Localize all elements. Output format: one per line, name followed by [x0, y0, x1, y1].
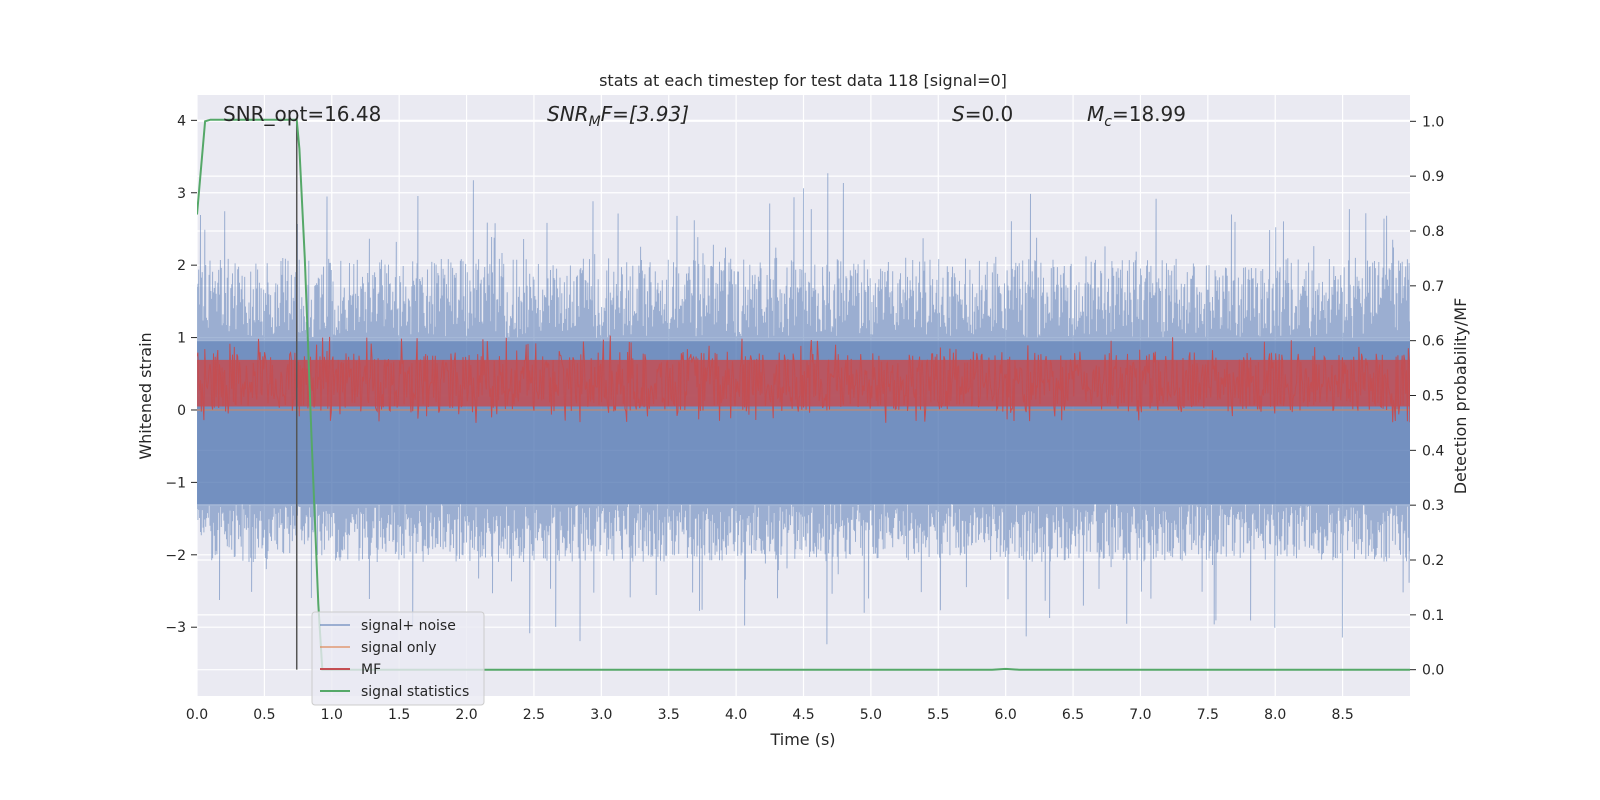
x-tick-label: 6.5 [1062, 707, 1084, 723]
x-tick-label: 3.5 [658, 707, 680, 723]
legend-label-mf: MF [361, 662, 381, 678]
legend-label-signal-only: signal only [361, 640, 436, 656]
series-layer [197, 118, 1410, 671]
y2-tick-label: 0.2 [1422, 553, 1444, 569]
mf-line [197, 335, 1410, 423]
y-tick-label: 2 [177, 258, 186, 274]
x-tick-label: 8.5 [1331, 707, 1353, 723]
annotation-snr-mf-base: SNR [547, 102, 589, 126]
chart-title: stats at each timestep for test data 118… [599, 71, 1007, 90]
x-axis-ticks: 0.0 0.5 1.0 1.5 2.0 2.5 3.0 3.5 4.0 4.5 5.0 5.5 6.0 6… [186, 707, 1354, 723]
x-tick-label: 0.0 [186, 707, 208, 723]
x-tick-label: 1.0 [321, 707, 343, 723]
x-tick-label: 2.5 [523, 707, 545, 723]
y2-tick-label: 0.8 [1422, 224, 1444, 240]
legend: signal+ noise signal only MF signal stat… [311, 611, 485, 706]
x-tick-label: 4.5 [792, 707, 814, 723]
legend-box [311, 611, 485, 706]
x-tick-label: 7.0 [1129, 707, 1151, 723]
annotation-snr-mf-sub: M [589, 114, 601, 130]
legend-label-signal-noise: signal+ noise [361, 618, 456, 634]
y2-tick-label: 0.7 [1422, 279, 1444, 295]
y-tick-label: −1 [165, 475, 186, 491]
x-tick-label: 7.5 [1197, 707, 1219, 723]
y2-tick-label: 0.4 [1422, 443, 1444, 459]
y-tick-label: 4 [177, 113, 186, 129]
y2-tick-label: 0.5 [1422, 389, 1444, 405]
annotation-mc-rest: =18.99 [1112, 102, 1186, 126]
y-tick-label: −3 [165, 620, 186, 636]
annotation-snr-mf-rest: F=[3.93] [601, 102, 689, 126]
y2-tick-label: 1.0 [1422, 114, 1444, 130]
y-tick-label: 3 [177, 186, 186, 202]
annotation-mc: Mc=18.99 [1087, 102, 1186, 130]
x-tick-label: 3.0 [590, 707, 612, 723]
signal-statistics-line [197, 118, 1410, 671]
annotation-snr-opt: SNR_opt=16.48 [223, 102, 381, 126]
y2-tick-label: 0.0 [1422, 663, 1444, 679]
y-tick-label: −2 [165, 548, 186, 564]
y-tick-label: 0 [177, 403, 186, 419]
annotation-mc-sub: c [1104, 114, 1112, 130]
y2-tick-label: 0.1 [1422, 608, 1444, 624]
x-tick-label: 4.0 [725, 707, 747, 723]
annotation-s: S=0.0 [952, 102, 1013, 126]
plot-area [197, 118, 1410, 671]
x-tick-label: 1.5 [388, 707, 410, 723]
y-axis-label: Whitened strain [136, 332, 155, 459]
legend-label-signal-statistics: signal statistics [361, 684, 469, 700]
y2-tick-label: 0.6 [1422, 334, 1444, 350]
y-tick-label: 1 [177, 331, 186, 347]
y2-tick-label: 0.9 [1422, 169, 1444, 185]
annotation-s-rest: =0.0 [965, 102, 1014, 126]
annotation-s-var: S [952, 102, 965, 126]
y-axis-ticks: 4 3 2 1 0 −1 −2 −3 [165, 113, 197, 636]
x-tick-label: 5.5 [927, 707, 949, 723]
annotation-mc-var: M [1087, 102, 1104, 126]
x-tick-label: 6.0 [995, 707, 1017, 723]
y2-axis-ticks: 1.0 0.9 0.8 0.7 0.6 0.5 0.4 0.3 0.2 0.1 0.0 [1410, 114, 1444, 679]
x-axis-label: Time (s) [769, 730, 835, 749]
x-tick-label: 8.0 [1264, 707, 1286, 723]
y2-tick-label: 0.3 [1422, 498, 1444, 514]
x-tick-label: 2.0 [455, 707, 477, 723]
x-tick-label: 0.5 [253, 707, 275, 723]
annotation-snr-mf: SNRMF=[3.93] [547, 102, 689, 130]
x-tick-label: 5.0 [860, 707, 882, 723]
y2-axis-label: Detection probability/MF [1451, 298, 1470, 495]
